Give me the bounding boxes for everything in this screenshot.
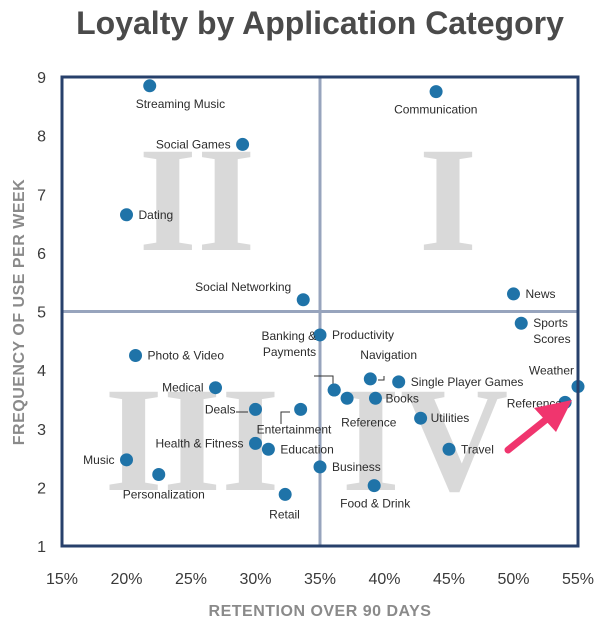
data-point: [368, 391, 382, 405]
data-point: [442, 442, 456, 456]
data-point: [340, 391, 354, 405]
y-tick-label: 4: [37, 363, 46, 380]
data-point: [367, 479, 381, 493]
data-point: [363, 372, 377, 386]
point-label: Reference: [341, 415, 397, 429]
quadrant-label-2: II: [139, 117, 256, 283]
y-tick-label: 2: [37, 480, 46, 497]
x-tick-label: 40%: [368, 571, 400, 588]
y-tick-label: 1: [37, 539, 46, 556]
data-point: [236, 137, 250, 151]
x-tick-label: 20%: [110, 571, 142, 588]
point-label: Navigation: [360, 348, 417, 362]
x-tick-label: 35%: [304, 571, 336, 588]
point-label: Payments: [263, 345, 316, 359]
chart-title: Loyalty by Application Category: [76, 5, 564, 41]
data-point: [507, 287, 520, 301]
data-point: [514, 316, 528, 330]
x-axis-ticks: 15% 20% 25% 30% 35% 40% 45% 50% 55%: [46, 571, 594, 588]
point-label: Retail: [269, 507, 300, 521]
data-point: [313, 328, 327, 342]
data-point: [392, 375, 406, 389]
x-tick-label: 45%: [433, 571, 465, 588]
data-point: [249, 436, 262, 450]
point-label: Streaming Music: [136, 97, 225, 111]
y-tick-label: 8: [37, 129, 46, 146]
y-tick-label: 7: [37, 187, 46, 204]
data-point: [209, 381, 223, 395]
data-point: [327, 383, 341, 397]
point-label: Travel: [461, 442, 494, 456]
plot-frame: [60, 75, 580, 548]
data-point: [152, 467, 166, 481]
quadrant-label-1: I: [419, 117, 477, 283]
data-point: [249, 402, 262, 416]
point-label: Photo & Video: [148, 348, 225, 362]
x-tick-label: 30%: [239, 571, 271, 588]
point-label: Dating: [139, 208, 174, 222]
data-point: [261, 442, 275, 456]
point-label: Communication: [394, 103, 477, 117]
data-point: [296, 293, 310, 307]
point-label: Health & Fitness: [155, 436, 243, 450]
x-tick-label: 25%: [175, 571, 207, 588]
data-point: [129, 348, 143, 362]
data-point: [313, 460, 327, 474]
point-label: Single Player Games: [411, 375, 524, 389]
point-label: Utilities: [431, 411, 470, 425]
point-label: Sports: [533, 316, 568, 330]
x-tick-label: 15%: [46, 571, 78, 588]
arrow-head: [534, 400, 572, 432]
point-label: Medical: [162, 381, 203, 395]
point-label: News: [526, 287, 556, 301]
data-point: [120, 453, 133, 467]
highlight-arrow: [504, 400, 572, 454]
point-label: Social Games: [156, 137, 231, 151]
point-label: Education: [280, 442, 333, 456]
point-label: Music: [83, 453, 114, 467]
point-labels: Streaming Music Communication Social Games…: [83, 97, 574, 522]
point-label: Productivity: [332, 328, 394, 342]
point-label: Entertainment: [257, 422, 332, 436]
point-label: Books: [385, 391, 418, 405]
data-point: [429, 85, 443, 99]
data-point: [414, 411, 428, 425]
data-point: [294, 402, 308, 416]
point-label: Business: [332, 460, 381, 474]
point-label: Food & Drink: [340, 497, 411, 511]
x-axis-title: RETENTION OVER 90 DAYS: [209, 603, 432, 620]
entertainment-connector: [280, 411, 290, 424]
x-tick-label: 55%: [562, 571, 594, 588]
arrow-shaft: [504, 414, 552, 454]
data-point: [120, 208, 133, 222]
point-label: Banking &: [261, 329, 316, 343]
y-tick-label: 5: [37, 305, 46, 322]
y-tick-label: 6: [37, 246, 46, 263]
data-point: [278, 487, 292, 501]
point-label: Scores: [533, 332, 570, 346]
x-tick-label: 50%: [497, 571, 529, 588]
point-label: Weather: [529, 364, 574, 378]
point-label: Personalization: [123, 487, 205, 501]
y-tick-label: 3: [37, 422, 46, 439]
y-axis-ticks: 1 2 3 4 5 6 7 8 9: [37, 70, 46, 556]
data-point: [143, 79, 157, 93]
y-tick-label: 9: [37, 70, 46, 87]
point-label: Deals: [205, 402, 236, 416]
navigation-connector: [378, 376, 385, 381]
point-label: Social Networking: [195, 280, 291, 294]
y-axis-title: FREQUENCY OF USE PER WEEK: [11, 179, 28, 445]
